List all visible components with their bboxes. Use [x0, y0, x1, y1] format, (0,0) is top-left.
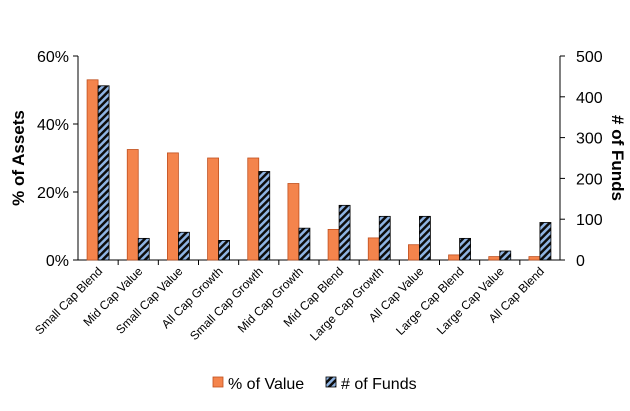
y2-axis-title: # of Funds	[608, 115, 627, 201]
category-label: Large Cap Growth	[307, 264, 386, 343]
bar-value	[488, 256, 501, 261]
bar-funds	[539, 222, 552, 261]
plot-area	[77, 56, 561, 265]
bar-value	[367, 237, 380, 261]
bar-funds	[378, 215, 391, 261]
bar-funds	[419, 215, 431, 261]
bars	[86, 79, 552, 261]
bar-funds	[97, 85, 110, 261]
bar-value	[247, 157, 260, 261]
legend-label-funds: # of Funds	[341, 376, 417, 393]
y2-tick-label: 100	[576, 212, 603, 229]
y-tick-label: 40%	[37, 117, 69, 134]
bar-value	[126, 149, 139, 261]
bar-funds	[137, 237, 150, 261]
bar-value	[287, 183, 300, 261]
y-tick-label: 60%	[37, 49, 69, 66]
y-axis-title: % of Assets	[9, 110, 28, 206]
ticks: 0% 20% 40% 60% 0 100 200 300 400 500	[37, 49, 603, 270]
legend: % of Value # of Funds	[212, 376, 417, 393]
bar-funds	[338, 204, 351, 261]
category-label: Small Cap Blend	[32, 264, 105, 337]
bar-funds	[298, 227, 311, 261]
y2-tick-label: 500	[576, 49, 603, 66]
legend-label-value: % of Value	[228, 376, 304, 393]
y2-tick-label: 200	[576, 171, 603, 188]
category-label: Large Cap Blend	[393, 264, 467, 338]
bar-value	[327, 228, 340, 261]
bar-funds	[178, 231, 190, 261]
bar-value	[448, 254, 460, 261]
y2-tick-label: 300	[576, 131, 603, 148]
bar-funds	[258, 171, 271, 261]
bar-funds	[218, 240, 230, 261]
bar-value	[408, 244, 420, 261]
bar-funds	[459, 237, 471, 261]
bar-value	[207, 157, 219, 261]
legend-swatch-funds	[325, 376, 337, 388]
bar-value	[167, 152, 179, 261]
y2-tick-label: 0	[576, 253, 585, 270]
y2-tick-label: 400	[576, 90, 603, 107]
bar-value	[528, 256, 541, 261]
bar-funds	[499, 250, 512, 261]
y-tick-label: 0%	[46, 253, 69, 270]
category-label: Small Cap Growth	[187, 264, 266, 343]
y-tick-label: 20%	[37, 185, 69, 202]
legend-swatch-value	[212, 376, 224, 388]
bar-value	[86, 79, 99, 261]
